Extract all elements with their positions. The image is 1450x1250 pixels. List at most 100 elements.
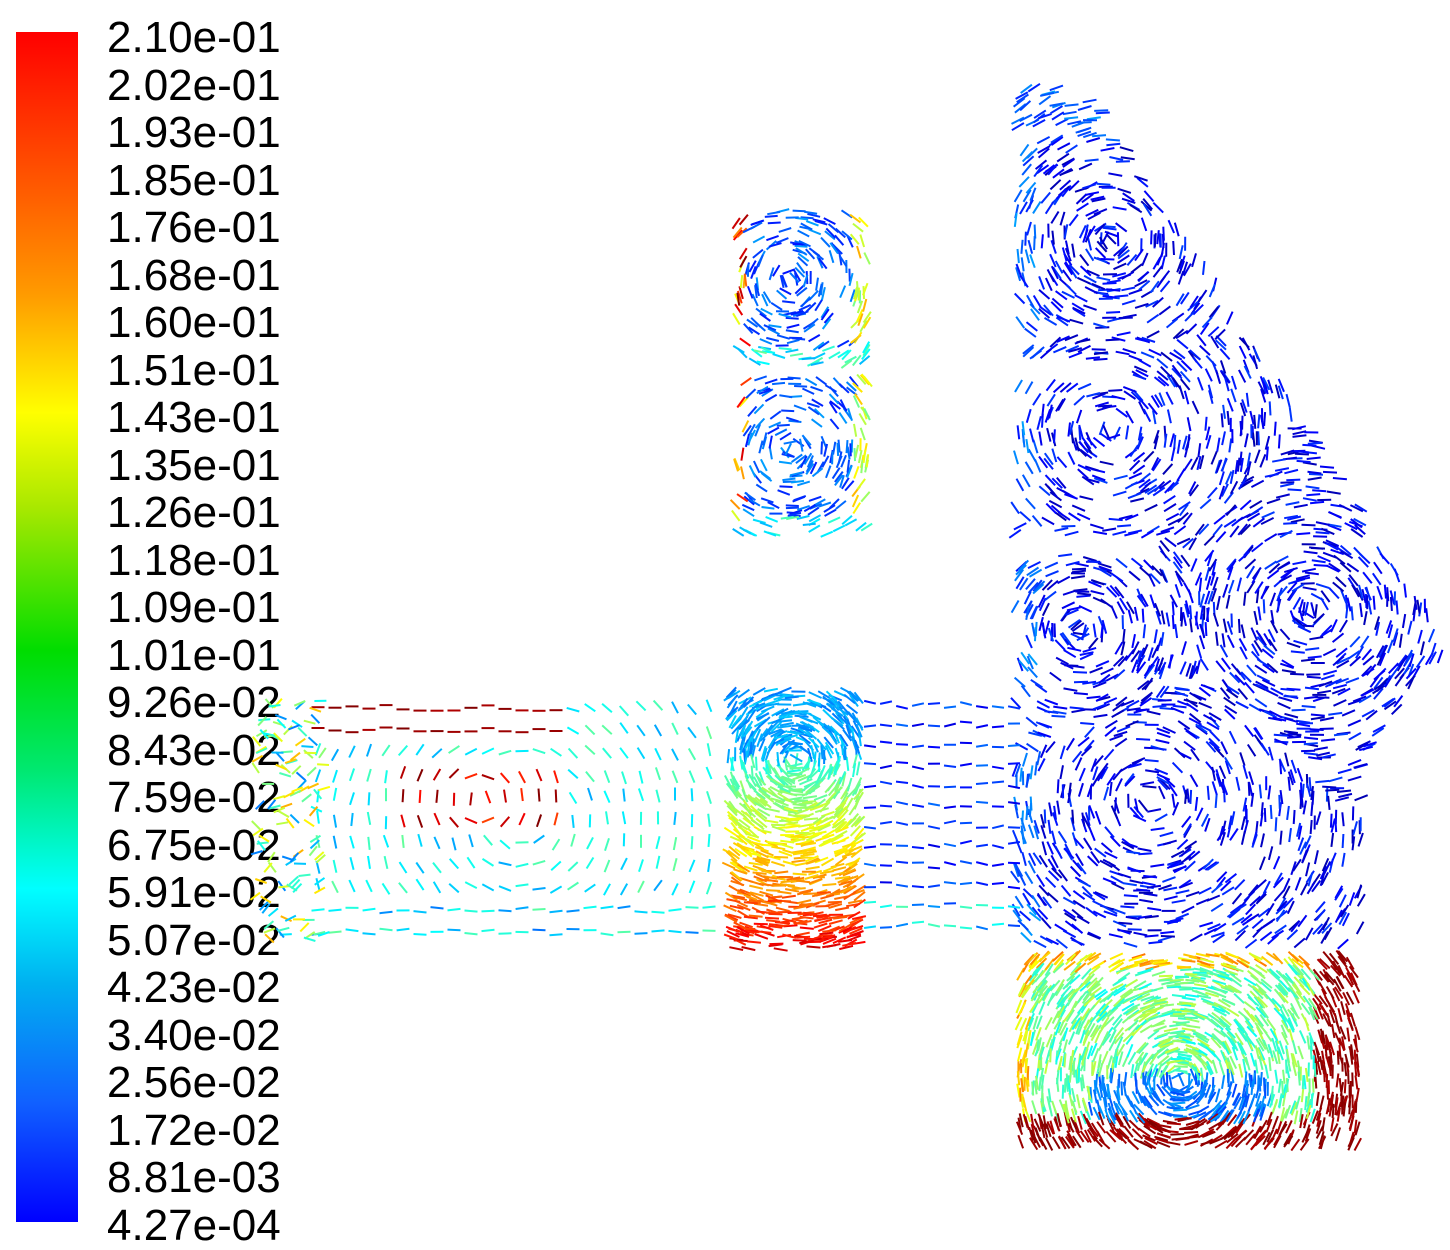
velocity-vector: [688, 705, 696, 715]
velocity-vector: [1267, 499, 1280, 503]
velocity-vector: [1222, 413, 1223, 427]
velocity-vector: [1026, 382, 1033, 394]
velocity-vector: [1173, 763, 1183, 773]
velocity-vector: [1320, 729, 1334, 730]
velocity-vector: [786, 330, 799, 332]
velocity-vector: [1026, 200, 1033, 212]
velocity-vector: [1280, 629, 1289, 640]
velocity-vector: [1161, 632, 1163, 646]
velocity-vector: [1035, 684, 1046, 692]
velocity-vector: [1305, 573, 1319, 575]
velocity-vector: [1129, 571, 1140, 580]
velocity-vector: [1197, 996, 1211, 999]
velocity-vector: [792, 888, 806, 889]
velocity-vector: [1268, 570, 1279, 579]
velocity-vector: [802, 389, 814, 395]
velocity-vector: [1294, 641, 1308, 645]
velocity-vector: [854, 424, 856, 437]
velocity-vector: [1206, 1072, 1207, 1086]
velocity-vector: [1177, 967, 1191, 968]
velocity-vector: [1120, 147, 1133, 151]
velocity-vector: [1216, 532, 1225, 542]
velocity-vector: [1150, 865, 1164, 867]
velocity-vector: [1308, 656, 1322, 658]
velocity-vector: [1239, 552, 1250, 561]
velocity-vector: [1328, 796, 1330, 810]
velocity-vector: [765, 216, 778, 217]
velocity-vector: [1276, 556, 1288, 563]
velocity-vector: [1094, 110, 1108, 111]
velocity-vector: [1280, 484, 1294, 487]
velocity-vector: [786, 505, 799, 506]
velocity-vector: [1061, 212, 1065, 225]
velocity-vector: [1279, 1093, 1282, 1107]
velocity-vector: [1206, 567, 1210, 581]
velocity-vector: [1142, 882, 1156, 885]
velocity-vector: [787, 818, 801, 819]
velocity-vector: [1016, 896, 1024, 908]
velocity-vector: [861, 460, 862, 473]
velocity-vector: [1117, 525, 1131, 526]
velocity-vector: [1105, 852, 1118, 858]
velocity-vector: [1175, 223, 1179, 237]
velocity-vector: [1357, 922, 1364, 934]
velocity-vector: [1027, 295, 1034, 307]
velocity-vector: [1232, 811, 1235, 825]
velocity-vector: [1214, 515, 1225, 524]
velocity-vector: [1184, 1132, 1198, 1133]
velocity-vector: [1094, 438, 1105, 447]
velocity-vector: [809, 230, 821, 235]
velocity-vector: [1238, 578, 1242, 592]
velocity-vector: [1317, 812, 1321, 825]
velocity-vector: [1074, 396, 1084, 405]
velocity-vector: [1116, 352, 1130, 355]
velocity-vector: [1117, 332, 1131, 335]
velocity-vector: [1220, 1062, 1224, 1075]
velocity-vector: [1258, 431, 1259, 445]
velocity-vector: [746, 389, 755, 398]
velocity-vector: [1017, 479, 1024, 491]
velocity-vector: [781, 881, 795, 882]
velocity-vector: [1262, 649, 1273, 658]
velocity-vector: [773, 265, 780, 276]
velocity-vector: [1333, 1104, 1334, 1118]
velocity-vector: [806, 867, 820, 869]
velocity-vector: [1151, 828, 1165, 830]
velocity-vector: [1045, 563, 1058, 569]
velocity-vector: [1302, 445, 1316, 446]
velocity-vector: [1310, 777, 1311, 791]
velocity-vector: [1281, 689, 1295, 690]
velocity-vector: [1078, 737, 1089, 746]
velocity-vector: [1327, 987, 1334, 999]
velocity-vector: [1050, 86, 1063, 91]
velocity-vector: [1078, 106, 1092, 110]
velocity-vector: [1147, 908, 1161, 910]
velocity-vector: [1083, 100, 1097, 103]
velocity-vector: [1270, 401, 1271, 415]
velocity-vector: [1297, 461, 1311, 462]
velocity-vector: [1268, 380, 1272, 393]
velocity-vector: [1208, 327, 1218, 337]
velocity-vector: [1355, 1035, 1356, 1049]
velocity-vector: [1284, 470, 1298, 473]
velocity-vector: [1090, 828, 1095, 841]
velocity-vector: [1069, 215, 1078, 226]
velocity-vector: [1170, 434, 1174, 448]
velocity-vector: [761, 459, 767, 471]
velocity-vector: [1060, 765, 1063, 779]
velocity-vector: [1163, 227, 1164, 241]
velocity-vector: [1047, 394, 1055, 406]
velocity-vector: [735, 304, 742, 315]
velocity-vector: [1164, 504, 1176, 511]
velocity-vector: [792, 860, 806, 862]
velocity-vector: [1197, 645, 1201, 658]
velocity-vector: [1163, 464, 1172, 474]
velocity-vector: [1418, 630, 1422, 644]
velocity-vector: [1097, 184, 1111, 185]
velocity-vector: [779, 348, 792, 349]
velocity-vector: [1012, 123, 1024, 130]
velocity-vector: [1287, 737, 1301, 738]
velocity-vector: [1329, 777, 1343, 781]
velocity-vector: [1057, 457, 1066, 468]
velocity-vector: [1072, 569, 1086, 570]
